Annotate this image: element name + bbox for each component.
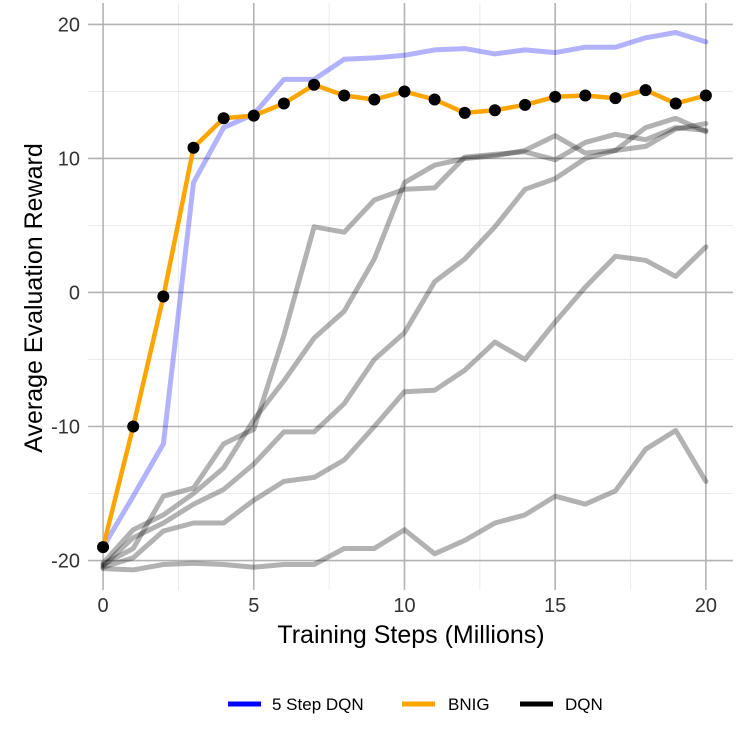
data-point-bnig — [338, 89, 351, 102]
series-line-dqn — [100, 428, 709, 573]
tick-layer: 0 5 10 15 20 -20 -10 0 10 20 — [51, 14, 717, 617]
data-point-bnig — [669, 97, 682, 110]
y-axis-title: Average Evaluation Reward — [20, 143, 48, 452]
data-point-bnig — [579, 89, 592, 102]
x-tick-label: 15 — [544, 595, 566, 617]
data-point-bnig — [217, 112, 230, 125]
series-line-5-step-dqn — [100, 30, 709, 550]
y-tick-label: 20 — [58, 14, 80, 36]
legend-label-bnig: BNIG — [448, 695, 490, 714]
data-point-bnig — [368, 93, 381, 106]
data-point-bnig — [127, 420, 140, 433]
x-tick-label: 20 — [695, 595, 717, 617]
x-tick-label: 10 — [393, 595, 415, 617]
series-line-dqn — [100, 125, 709, 567]
series-layer — [100, 30, 709, 573]
marker-layer — [97, 78, 712, 554]
y-tick-label: -20 — [51, 551, 80, 573]
data-point-bnig — [97, 541, 110, 554]
data-point-bnig — [428, 93, 441, 106]
series-line-dqn — [100, 244, 709, 570]
data-point-bnig — [609, 92, 622, 105]
grid-layer — [88, 3, 733, 590]
y-tick-label: 0 — [69, 282, 80, 304]
y-tick-label: 10 — [58, 148, 80, 170]
data-point-bnig — [519, 98, 532, 111]
legend: 5 Step DQN BNIG DQN — [228, 695, 603, 714]
data-point-bnig — [277, 97, 290, 110]
series-line-dqn — [100, 115, 709, 566]
legend-label-5-step-dqn: 5 Step DQN — [272, 695, 364, 714]
data-point-bnig — [247, 109, 260, 122]
data-point-bnig — [549, 90, 562, 103]
x-axis-title: Training Steps (Millions) — [277, 621, 544, 649]
data-point-bnig — [488, 104, 501, 117]
data-point-bnig — [308, 78, 321, 91]
data-point-bnig — [157, 290, 170, 303]
legend-label-dqn: DQN — [565, 695, 603, 714]
data-point-bnig — [639, 84, 652, 97]
x-tick-label: 0 — [98, 595, 109, 617]
series-line-dqn — [100, 121, 709, 569]
data-point-bnig — [187, 141, 200, 154]
x-tick-label: 5 — [248, 595, 259, 617]
data-point-bnig — [398, 85, 411, 98]
data-point-bnig — [458, 106, 471, 119]
data-point-bnig — [699, 89, 712, 102]
y-tick-label: -10 — [51, 416, 80, 438]
